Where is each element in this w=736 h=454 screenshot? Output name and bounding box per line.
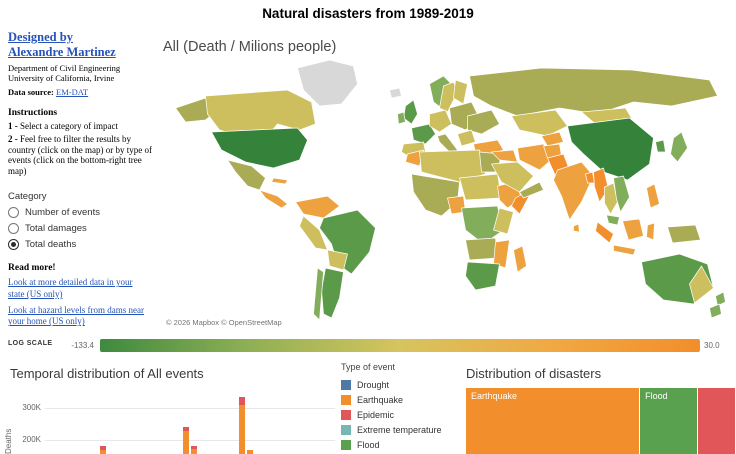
instruction-2-text: Feel free to filter the results by count…	[8, 134, 152, 176]
legend-swatch	[341, 394, 351, 405]
instruction-1-number: 1 -	[8, 120, 18, 131]
temporal-bar[interactable]	[238, 396, 245, 454]
continent-africa[interactable]	[405, 149, 534, 291]
legend-item-epidemic[interactable]: Epidemic	[341, 407, 442, 422]
treemap-block-label: Flood	[645, 391, 668, 401]
category-option-label: Number of events	[25, 207, 100, 219]
credit-line2: Alexandre Martinez	[8, 44, 116, 59]
event-type-legend: Type of event Drought Earthquake Epidemic E…	[341, 362, 442, 454]
disaster-treemap[interactable]: Earthquake Flood	[466, 388, 736, 454]
temporal-bar[interactable]	[182, 427, 189, 454]
temporal-y-axis-title: Deaths	[4, 428, 13, 454]
legend-item-extreme-temperature[interactable]: Extreme temperature	[341, 422, 442, 437]
instructions-title: Instructions	[8, 107, 58, 118]
continent-south-america[interactable]	[295, 195, 376, 321]
credit-link[interactable]: Designed by Alexandre Martinez	[8, 30, 156, 60]
dam-hazard-link[interactable]: Look at hazard levels from dams near you…	[8, 304, 144, 327]
temporal-bar-chart[interactable]	[45, 385, 335, 454]
legend-swatch	[341, 439, 351, 450]
treemap-title: Distribution of disasters	[466, 366, 602, 381]
legend-label: Drought	[357, 379, 390, 390]
data-source-label: Data source:	[8, 86, 54, 97]
legend-swatch	[341, 409, 351, 420]
category-filter-title: Category	[8, 191, 47, 203]
log-scale-title: LOG SCALE	[8, 340, 53, 347]
log-scale-gradient[interactable]	[100, 339, 700, 352]
category-option-label: Total damages	[25, 223, 87, 235]
scale-min-value: -133.4	[71, 341, 94, 350]
category-option-label: Total deaths	[25, 239, 77, 251]
continent-europe[interactable]	[397, 75, 504, 159]
greenland-no-data	[297, 59, 402, 107]
map-attribution[interactable]: © 2026 Mapbox © OpenStreetMap	[163, 317, 285, 328]
ytick-200k: 200K	[22, 435, 41, 444]
treemap-block-label: Earthquake	[471, 391, 518, 401]
instruction-1-text: Select a category of impact	[20, 120, 118, 131]
data-source: Data source: EM-DAT	[8, 87, 156, 97]
bar-epidemic-segment	[238, 396, 245, 405]
category-radio-group: Number of events Total damages Total death…	[8, 207, 156, 251]
ytick-300k: 300K	[22, 403, 41, 412]
continent-oceania[interactable]	[641, 224, 726, 319]
map-title: All (Death / Milions people)	[163, 39, 337, 55]
legend-label: Extreme temperature	[357, 424, 442, 435]
category-option-total-damages[interactable]: Total damages	[8, 223, 156, 235]
legend-item-flood[interactable]: Flood	[341, 437, 442, 452]
instruction-2-number: 2 -	[8, 134, 18, 145]
page-title: Natural disasters from 1989-2019	[262, 6, 474, 21]
category-option-total-deaths[interactable]: Total deaths	[8, 239, 156, 251]
bar-epidemic-segment	[191, 446, 198, 449]
legend-label: Earthquake	[357, 394, 404, 405]
legend-title: Type of event	[341, 362, 396, 372]
temporal-bar[interactable]	[191, 446, 198, 454]
treemap-block[interactable]	[698, 388, 736, 454]
credit-line1: Designed by	[8, 30, 73, 44]
legend-swatch	[341, 424, 351, 435]
category-option-number-of-events[interactable]: Number of events	[8, 207, 156, 219]
state-data-link[interactable]: Look at more detailed data in your state…	[8, 277, 133, 300]
legend-label: Flood	[357, 439, 380, 450]
sidebar: Designed by Alexandre Martinez Departmen…	[8, 30, 156, 328]
temporal-bar[interactable]	[247, 449, 254, 454]
legend-item-drought[interactable]: Drought	[341, 377, 442, 392]
radio-unselected-icon[interactable]	[8, 223, 19, 235]
treemap-block-flood[interactable]: Flood	[640, 388, 699, 454]
department-text: Department of Civil Engineering Universi…	[8, 62, 121, 84]
scale-max-value: 30.0	[704, 341, 720, 350]
bar-epidemic-segment	[100, 446, 106, 450]
bar-epidemic-segment	[182, 427, 189, 432]
temporal-chart-title: Temporal distribution of All events	[10, 366, 204, 381]
continent-asia[interactable]	[469, 67, 718, 256]
read-more-title: Read more!	[8, 263, 56, 274]
instruction-2: 2 - Feel free to filter the results by c…	[8, 134, 154, 176]
treemap-block-earthquake[interactable]: Earthquake	[466, 388, 641, 454]
radio-unselected-icon[interactable]	[8, 207, 19, 219]
temporal-bar[interactable]	[100, 446, 106, 454]
world-map[interactable]	[160, 56, 736, 324]
legend-items: Drought Earthquake Epidemic Extreme tempera…	[341, 377, 442, 454]
legend-swatch	[341, 379, 351, 390]
radio-selected-icon[interactable]	[8, 239, 19, 251]
legend-item-earthquake[interactable]: Earthquake	[341, 392, 442, 407]
gridline-300k	[45, 408, 335, 409]
instruction-1: 1 - Select a category of impact	[8, 121, 154, 132]
continent-north-america[interactable]	[175, 89, 316, 209]
data-source-link[interactable]: EM-DAT	[56, 86, 89, 97]
gridline-200k	[45, 440, 335, 441]
legend-label: Epidemic	[357, 409, 395, 420]
